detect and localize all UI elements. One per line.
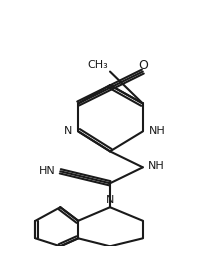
Text: HN: HN: [38, 166, 55, 176]
Text: N: N: [106, 195, 114, 205]
Text: NH: NH: [148, 161, 165, 171]
Text: CH₃: CH₃: [87, 60, 108, 70]
Text: N: N: [64, 126, 72, 136]
Text: NH: NH: [149, 126, 165, 136]
Text: O: O: [138, 59, 148, 72]
